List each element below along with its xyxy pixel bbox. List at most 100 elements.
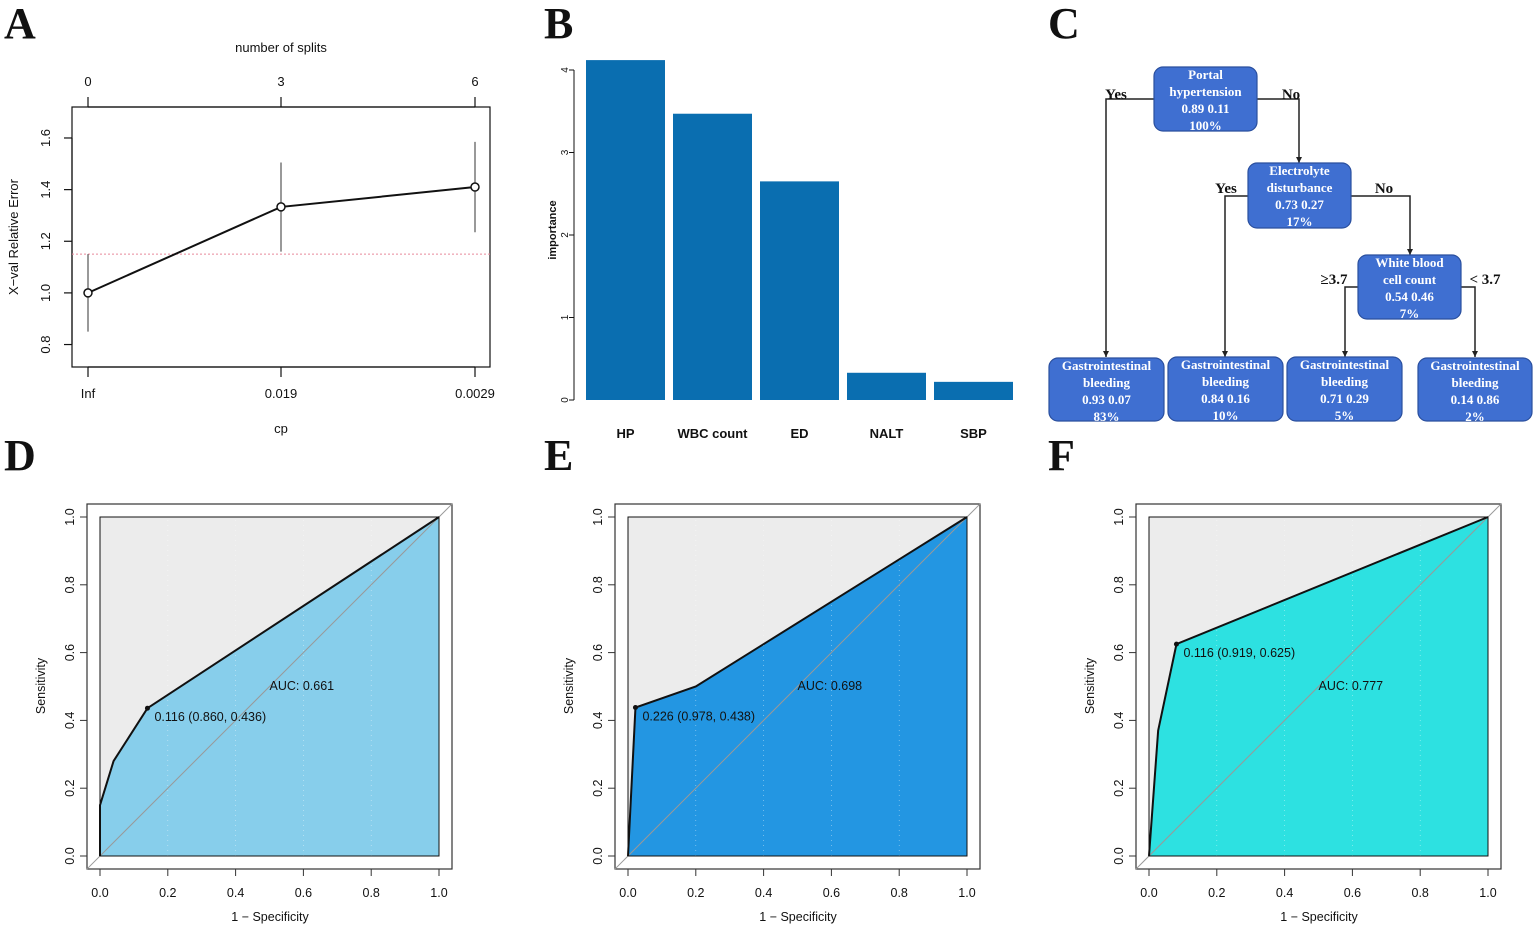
category-label: HP (616, 426, 634, 441)
tree-node-wbc (1357, 254, 1462, 320)
roc-curve (99, 516, 440, 856)
y-tick-label: 0.2 (1112, 779, 1126, 796)
y-tick-label: 2 (560, 232, 571, 238)
data-point (83, 288, 93, 298)
roc-curve (1148, 516, 1489, 857)
tree-edge (1344, 286, 1358, 357)
plot-border (627, 516, 968, 857)
y-tick-label: 1.0 (63, 508, 77, 525)
auc-label: AUC: 0.698 (798, 679, 863, 693)
node-text: 0.84 0.16 (1201, 391, 1250, 406)
node-text: 0.14 0.86 (1451, 392, 1500, 407)
node-text: White blood (1375, 255, 1444, 270)
bar (934, 381, 1013, 400)
node-text: 0.73 0.27 (1275, 197, 1324, 212)
node-text: Gastrointestinal (1300, 357, 1390, 372)
y-tick-label: 1.0 (591, 508, 605, 525)
node-text: 17% (1287, 214, 1313, 229)
top-axis-title: number of splits (235, 40, 327, 55)
node-text: 83% (1094, 409, 1120, 424)
panel-letter-c: C (1048, 0, 1080, 48)
node-text: bleeding (1083, 375, 1130, 390)
y-tick-label: 0 (560, 397, 571, 403)
x-tick-label: 0.4 (1276, 886, 1293, 900)
data-point (276, 202, 286, 212)
y-axis-title: Sensitivity (34, 657, 48, 714)
node-text: 0.54 0.46 (1385, 289, 1434, 304)
y-tick-label: 0.6 (1112, 644, 1126, 661)
x-tick-label: 0.8 (363, 886, 380, 900)
tree-edge (1224, 195, 1248, 357)
category-label: WBC count (677, 426, 748, 441)
category-label: SBP (960, 426, 987, 441)
x-tick-label: 0.0 (1140, 886, 1157, 900)
threshold-label: 0.116 (0.919, 0.625) (1183, 646, 1295, 660)
y-tick-label: 0.2 (591, 779, 605, 796)
arrow-head-icon (1103, 351, 1109, 357)
x-axis-title: cp (274, 421, 288, 436)
y-tick-label: 0.0 (591, 847, 605, 864)
bar (673, 113, 752, 400)
tree-edge (1105, 98, 1154, 357)
y-tick-label: 0.6 (63, 644, 77, 661)
y-tick-label: 1.0 (38, 284, 53, 302)
edge-label: < 3.7 (1469, 272, 1501, 288)
y-tick-label: 0.8 (591, 576, 605, 593)
tree-node-leaf2 (1167, 356, 1284, 422)
node-text: 0.89 0.11 (1181, 101, 1229, 116)
plot-border (99, 516, 440, 857)
top-tick-label: 0 (84, 74, 91, 89)
y-tick-label: 1.0 (1112, 508, 1126, 525)
node-text: 0.71 0.29 (1320, 391, 1369, 406)
node-text: Portal (1188, 67, 1223, 82)
y-tick-label: 0.8 (63, 576, 77, 593)
tree-node-root (1153, 66, 1258, 132)
node-text: 100% (1189, 118, 1222, 133)
y-tick-label: 1 (560, 314, 571, 320)
x-tick-label: 0.8 (1412, 886, 1429, 900)
arrow-head-icon (1296, 157, 1302, 163)
y-tick-label: 1.6 (38, 129, 53, 147)
x-tick-label: 0.6 (823, 886, 840, 900)
panel-letter-d: D (4, 431, 36, 480)
node-text: 7% (1400, 306, 1420, 321)
diagonal-reference (614, 503, 981, 870)
tree-node-leaf1 (1048, 357, 1165, 422)
tree-edge (1351, 195, 1411, 255)
diagonal-reference (86, 503, 453, 870)
plot-border (1148, 516, 1489, 857)
best-threshold-point (1173, 641, 1179, 647)
bar (586, 60, 665, 400)
y-tick-label: 0.4 (63, 712, 77, 729)
node-text: 10% (1213, 408, 1239, 423)
category-label: NALT (870, 426, 904, 441)
edge-label: No (1282, 87, 1300, 103)
node-text: Gastrointestinal (1181, 357, 1271, 372)
x-tick-label: 0.4 (755, 886, 772, 900)
panel-letter-a: A (4, 0, 36, 48)
node-text: Gastrointestinal (1430, 358, 1520, 373)
x-axis-title: 1 − Specificity (759, 910, 837, 924)
x-tick-label: 0.0 (91, 886, 108, 900)
diagonal-reference (1135, 503, 1502, 870)
top-tick-label: 6 (471, 74, 478, 89)
x-tick-label: 0.2 (687, 886, 704, 900)
x-tick-label: Inf (81, 386, 96, 401)
panel-letter-e: E (544, 431, 573, 480)
node-text: cell count (1383, 272, 1437, 287)
node-text: Electrolyte (1269, 163, 1330, 178)
y-tick-label: 0.6 (591, 644, 605, 661)
threshold-label: 0.116 (0.860, 0.436) (154, 710, 266, 724)
x-tick-label: 1.0 (430, 886, 447, 900)
x-tick-label: 1.0 (958, 886, 975, 900)
plot-frame (614, 503, 981, 870)
x-tick-label: 0.6 (1344, 886, 1361, 900)
y-tick-label: 0.4 (591, 712, 605, 729)
panel-letter-f: F (1048, 431, 1075, 480)
y-tick-label: 3 (560, 149, 571, 155)
x-tick-label: 1.0 (1479, 886, 1496, 900)
best-threshold-point (144, 705, 150, 711)
node-text: 5% (1335, 408, 1355, 423)
y-tick-label: 0.0 (63, 847, 77, 864)
x-tick-label: 0.0029 (455, 386, 495, 401)
